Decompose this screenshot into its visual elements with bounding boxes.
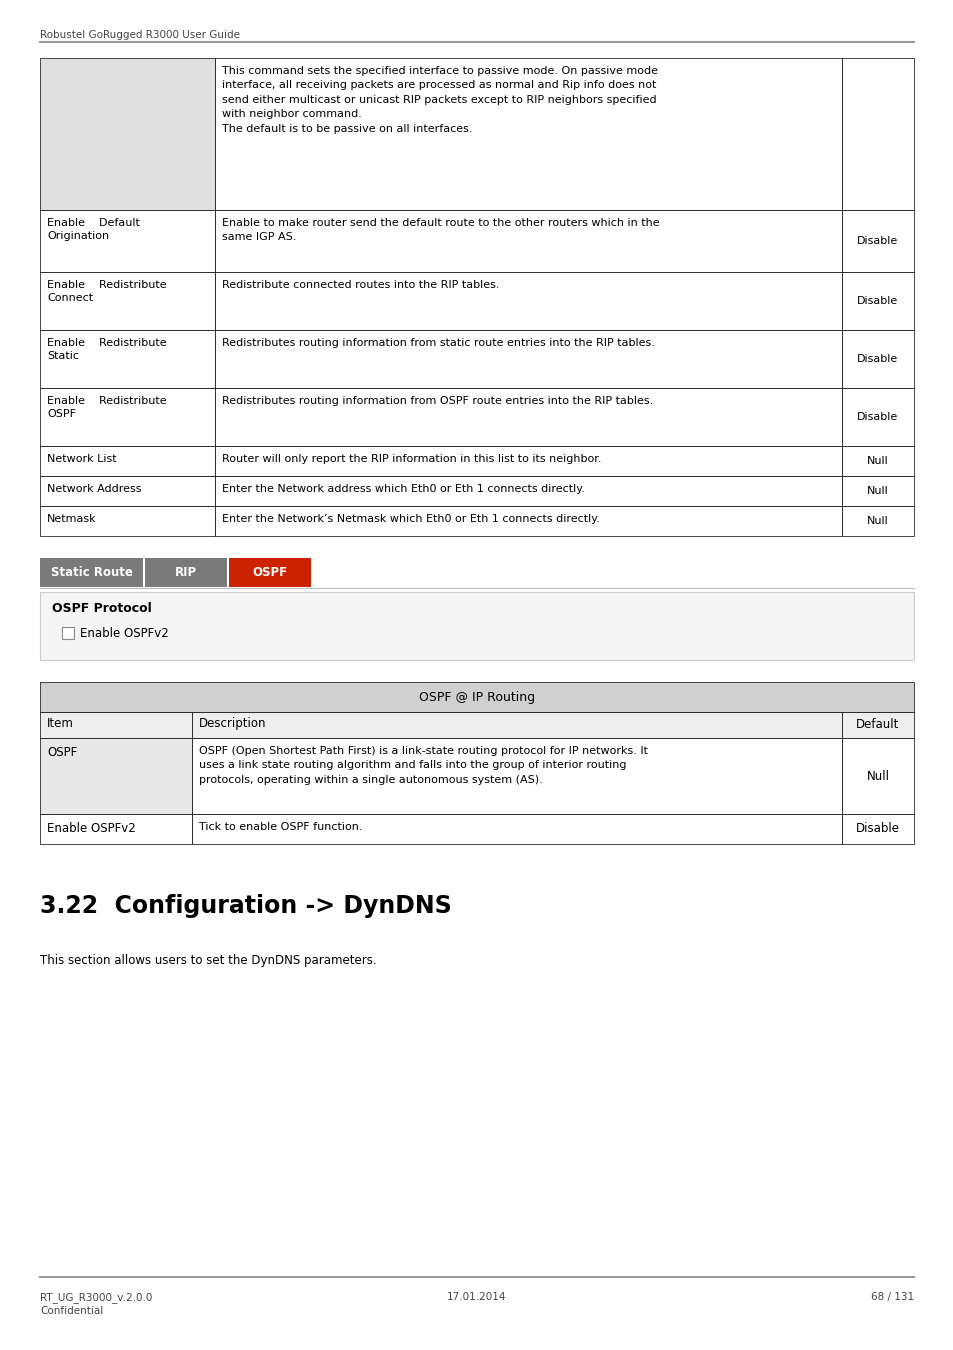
Text: RIP: RIP [174, 566, 197, 579]
Bar [214, 211, 841, 271]
Bar [229, 558, 311, 587]
Bar [214, 387, 841, 446]
Bar [40, 738, 192, 814]
Text: Enable    Default
Origination: Enable Default Origination [47, 217, 140, 242]
Bar [40, 446, 214, 477]
Text: Enable    Redistribute
Connect: Enable Redistribute Connect [47, 279, 167, 304]
Bar [214, 58, 841, 211]
Bar [214, 329, 841, 387]
Bar [40, 814, 192, 844]
Text: Enable    Redistribute
OSPF: Enable Redistribute OSPF [47, 396, 167, 420]
Text: OSPF @ IP Routing: OSPF @ IP Routing [418, 690, 535, 703]
Bar [40, 593, 913, 660]
Bar [40, 211, 214, 271]
Bar [62, 626, 73, 639]
Text: Null: Null [866, 516, 888, 526]
Text: Null: Null [865, 769, 888, 783]
Bar [145, 558, 227, 587]
Bar [841, 211, 913, 271]
Bar [40, 477, 214, 506]
Bar [40, 682, 913, 711]
Bar [214, 477, 841, 506]
Text: This command sets the specified interface to passive mode. On passive mode
inter: This command sets the specified interfac… [222, 66, 658, 134]
Bar [841, 506, 913, 536]
Text: Disable: Disable [857, 354, 898, 364]
Bar [841, 711, 913, 738]
Text: Default: Default [856, 718, 899, 732]
Text: Disable: Disable [857, 296, 898, 306]
Bar [214, 271, 841, 329]
Bar [214, 506, 841, 536]
Text: Enter the Network’s Netmask which Eth0 or Eth 1 connects directly.: Enter the Network’s Netmask which Eth0 o… [222, 514, 599, 524]
Text: RT_UG_R3000_v.2.0.0
Confidential: RT_UG_R3000_v.2.0.0 Confidential [40, 1292, 152, 1316]
Text: Disable: Disable [855, 822, 899, 836]
Text: This section allows users to set the DynDNS parameters.: This section allows users to set the Dyn… [40, 954, 376, 967]
Text: Router will only report the RIP information in this list to its neighbor.: Router will only report the RIP informat… [222, 454, 601, 464]
Text: Enable OSPFv2: Enable OSPFv2 [80, 626, 169, 640]
Bar [841, 58, 913, 211]
Text: Enable OSPFv2: Enable OSPFv2 [47, 822, 135, 836]
Text: Description: Description [199, 717, 266, 730]
Bar [40, 558, 143, 587]
Bar [841, 271, 913, 329]
Text: Disable: Disable [857, 412, 898, 423]
Text: OSPF Protocol: OSPF Protocol [52, 602, 152, 616]
Text: 3.22  Configuration -> DynDNS: 3.22 Configuration -> DynDNS [40, 894, 452, 918]
Text: Enable    Redistribute
Static: Enable Redistribute Static [47, 338, 167, 362]
Text: Redistributes routing information from static route entries into the RIP tables.: Redistributes routing information from s… [222, 338, 654, 348]
Text: Static Route: Static Route [51, 566, 132, 579]
Text: Network List: Network List [47, 454, 116, 464]
Text: Tick to enable OSPF function.: Tick to enable OSPF function. [199, 822, 362, 832]
Text: Null: Null [866, 486, 888, 495]
Text: OSPF: OSPF [47, 747, 77, 759]
Bar [192, 814, 841, 844]
Bar [40, 58, 214, 211]
Text: OSPF: OSPF [253, 566, 287, 579]
Text: 68 / 131: 68 / 131 [870, 1292, 913, 1301]
Text: Netmask: Netmask [47, 514, 96, 524]
Text: Enable to make router send the default route to the other routers which in the
s: Enable to make router send the default r… [222, 217, 659, 243]
Bar [841, 814, 913, 844]
Text: Null: Null [866, 456, 888, 466]
Bar [40, 387, 214, 446]
Bar [841, 738, 913, 814]
Bar [841, 329, 913, 387]
Bar [841, 446, 913, 477]
Bar [40, 271, 214, 329]
Bar [841, 387, 913, 446]
Bar [40, 711, 192, 738]
Bar [40, 506, 214, 536]
Text: Network Address: Network Address [47, 485, 141, 494]
Text: Redistributes routing information from OSPF route entries into the RIP tables.: Redistributes routing information from O… [222, 396, 653, 406]
Bar [40, 329, 214, 387]
Text: Disable: Disable [857, 236, 898, 246]
Bar [192, 711, 841, 738]
Text: 17.01.2014: 17.01.2014 [447, 1292, 506, 1301]
Text: Enter the Network address which Eth0 or Eth 1 connects directly.: Enter the Network address which Eth0 or … [222, 485, 584, 494]
Text: Robustel GoRugged R3000 User Guide: Robustel GoRugged R3000 User Guide [40, 30, 240, 40]
Bar [214, 446, 841, 477]
Bar [192, 738, 841, 814]
Text: OSPF (Open Shortest Path First) is a link-state routing protocol for IP networks: OSPF (Open Shortest Path First) is a lin… [199, 747, 647, 784]
Bar [841, 477, 913, 506]
Text: Redistribute connected routes into the RIP tables.: Redistribute connected routes into the R… [222, 279, 499, 290]
Text: Item: Item [47, 717, 73, 730]
